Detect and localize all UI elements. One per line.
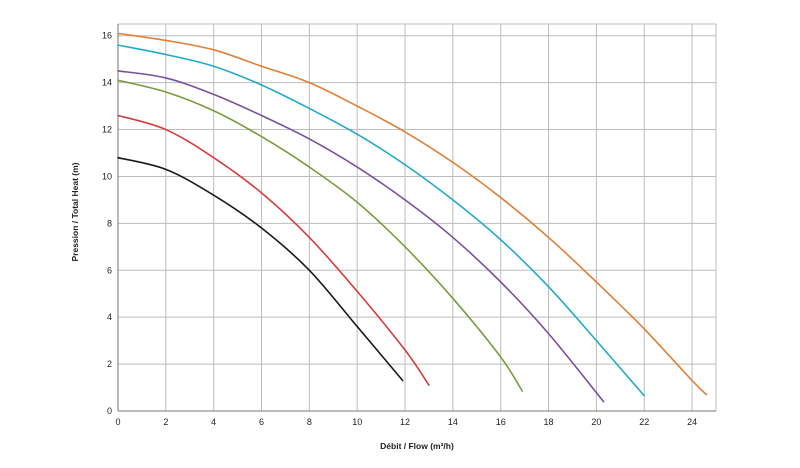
series-line-1 xyxy=(117,156,404,382)
x-tick-label: 8 xyxy=(307,417,312,427)
x-tick-label: 0 xyxy=(115,417,120,427)
x-tick-label: 24 xyxy=(687,417,697,427)
y-tick-label: 4 xyxy=(107,312,112,322)
x-tick-label: 2 xyxy=(163,417,168,427)
x-tick-label: 14 xyxy=(448,417,458,427)
y-tick-label: 16 xyxy=(102,31,112,41)
x-tick-label: 18 xyxy=(544,417,554,427)
y-tick-label: 2 xyxy=(107,359,112,369)
y-axis-ticks: 0 2 4 6 8 10 12 14 16 xyxy=(102,31,112,416)
x-tick-label: 22 xyxy=(639,417,649,427)
series-line-5 xyxy=(117,44,646,397)
y-tick-label: 0 xyxy=(107,406,112,416)
series-line-4 xyxy=(117,70,605,403)
x-tick-label: 16 xyxy=(496,417,506,427)
series-line-3 xyxy=(117,79,524,392)
y-tick-label: 6 xyxy=(107,265,112,275)
series-line-6 xyxy=(117,32,708,396)
x-tick-label: 4 xyxy=(211,417,216,427)
y-tick-label: 8 xyxy=(107,218,112,228)
x-axis-title: Débit / Flow (m³/h) xyxy=(380,441,454,451)
x-tick-label: 12 xyxy=(400,417,410,427)
y-tick-label: 12 xyxy=(102,125,112,135)
x-tick-label: 20 xyxy=(591,417,601,427)
x-tick-label: 6 xyxy=(259,417,264,427)
y-tick-label: 10 xyxy=(102,171,112,181)
x-tick-label: 10 xyxy=(352,417,362,427)
series-group xyxy=(117,32,708,403)
grid xyxy=(117,23,717,412)
x-axis-ticks: 0 2 4 6 8 10 12 14 16 18 20 22 24 xyxy=(115,417,697,427)
y-tick-label: 14 xyxy=(102,78,112,88)
axes xyxy=(117,24,716,412)
y-axis-title: Pression / Total Heat (m) xyxy=(70,162,80,261)
series-line-2 xyxy=(117,114,430,386)
